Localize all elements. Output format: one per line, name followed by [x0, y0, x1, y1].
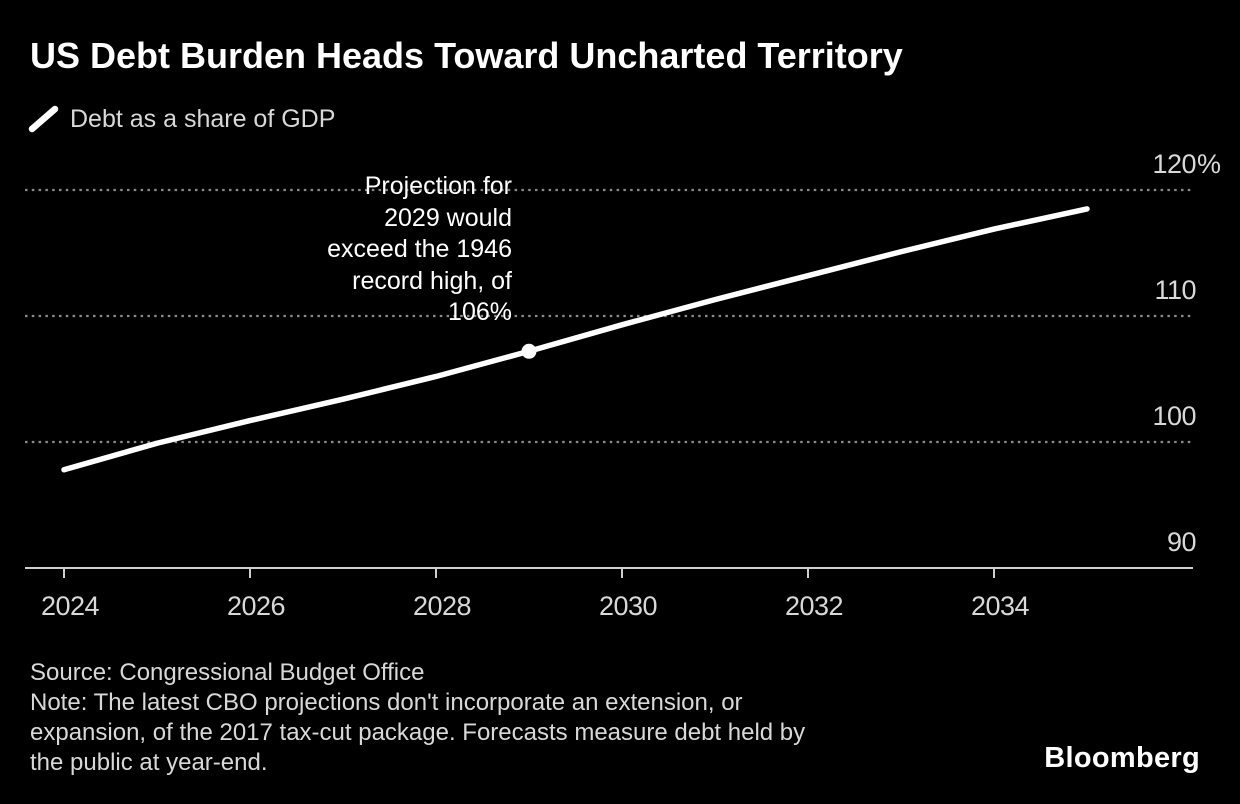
y-tick-label-90: 90: [1167, 527, 1196, 557]
debt-share-line: [61, 206, 1090, 473]
x-tick-label-2032: 2032: [785, 591, 843, 621]
source-line: Source: Congressional Budget Office: [30, 659, 425, 686]
y-tick-suffix: %: [1197, 149, 1221, 179]
note-text: Note: The latest CBO projections don't i…: [30, 689, 806, 776]
y-tick-label-120: 120: [1152, 149, 1196, 179]
line-series-swatch-icon: [28, 105, 59, 133]
chart-title: US Debt Burden Heads Toward Uncharted Te…: [30, 35, 903, 76]
footer: Source: Congressional Budget Office Note…: [30, 658, 805, 778]
x-tick-label-2026: 2026: [227, 591, 285, 621]
x-tick-label-2034: 2034: [971, 591, 1030, 621]
chart-annotation: Projection for 2029 would exceed the 194…: [327, 172, 512, 326]
marker-dot-2029: [521, 343, 537, 359]
x-tick-label-2028: 2028: [413, 591, 471, 621]
legend-label: Debt as a share of GDP: [70, 104, 336, 133]
x-tick-label-2030: 2030: [599, 591, 657, 621]
y-tick-label-110: 110: [1154, 275, 1196, 305]
x-tick-label-2024: 2024: [41, 591, 100, 621]
y-tick-label-100: 100: [1152, 401, 1196, 431]
legend: Debt as a share of GDP: [28, 104, 335, 134]
bloomberg-logo: Bloomberg: [1044, 742, 1200, 774]
